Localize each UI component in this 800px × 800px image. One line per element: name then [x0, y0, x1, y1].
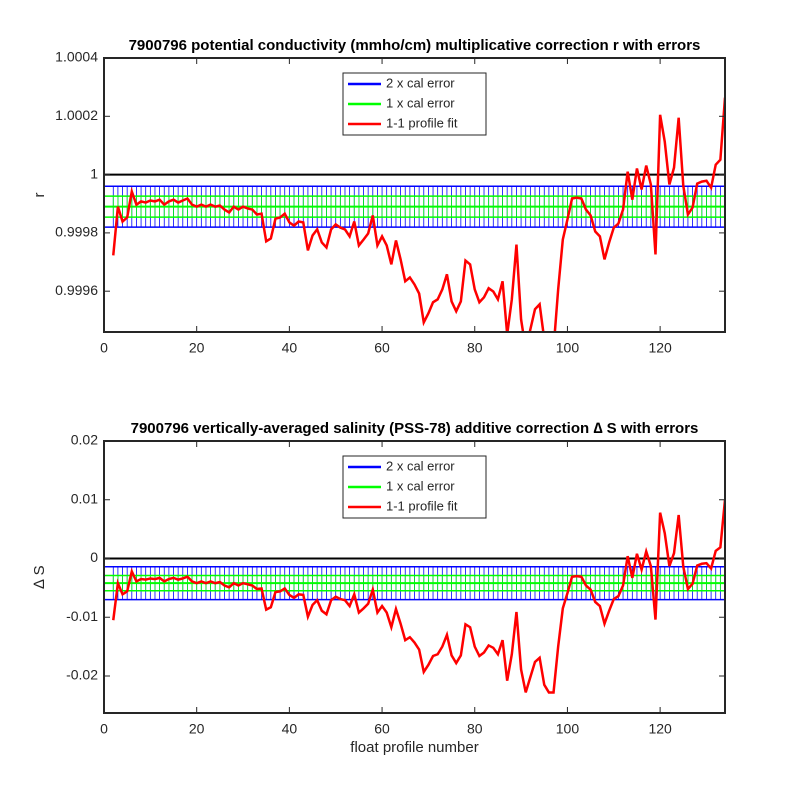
- x-tick-label: 120: [648, 721, 672, 737]
- axes-box: [103, 57, 726, 333]
- y-tick-label: 1.0002: [55, 107, 98, 123]
- legend-label: 1 x cal error: [386, 478, 455, 493]
- x-tick-label: 0: [100, 721, 108, 737]
- legend-label: 2 x cal error: [386, 75, 455, 90]
- x-tick-label: 80: [467, 340, 483, 356]
- plot-layer: [104, 97, 725, 332]
- x-tick-label: 60: [374, 340, 390, 356]
- y-tick-label: 0.9998: [55, 224, 98, 240]
- x-tick-label: 20: [189, 721, 205, 737]
- legend-label: 1 x cal error: [386, 95, 455, 110]
- x-axis-label: float profile number: [350, 739, 478, 756]
- legend-label: 1-1 profile fit: [386, 115, 458, 130]
- legend-label: 1-1 profile fit: [386, 498, 458, 513]
- y-axis-label: ∆ S: [31, 565, 48, 588]
- y-tick-label: -0.01: [66, 608, 98, 624]
- x-tick-label: 0: [100, 340, 108, 356]
- x-tick-label: 40: [282, 721, 298, 737]
- x-tick-label: 100: [556, 340, 580, 356]
- y-tick-label: 0.01: [71, 490, 98, 506]
- y-tick-label: 1: [90, 165, 98, 181]
- x-tick-label: 60: [374, 721, 390, 737]
- legend-label: 2 x cal error: [386, 458, 455, 473]
- x-tick-label: 120: [648, 340, 672, 356]
- y-tick-label: 1.0004: [55, 49, 98, 65]
- axes-box: [103, 440, 726, 714]
- y-tick-label: 0: [90, 549, 98, 565]
- fit-line: [112, 97, 725, 332]
- chart-title: 7900796 vertically-averaged salinity (PS…: [131, 420, 699, 437]
- plot-layer: [104, 499, 725, 694]
- y-tick-label: 0.02: [71, 432, 98, 448]
- y-tick-label: -0.02: [66, 667, 98, 683]
- y-tick-label: 0.9996: [55, 282, 98, 298]
- chart-title: 7900796 potential conductivity (mmho/cm)…: [129, 37, 701, 54]
- x-tick-label: 80: [467, 721, 483, 737]
- x-tick-label: 100: [556, 721, 580, 737]
- x-tick-label: 40: [282, 340, 298, 356]
- fit-line: [112, 499, 725, 694]
- y-axis-label: r: [31, 193, 48, 198]
- x-tick-label: 20: [189, 340, 205, 356]
